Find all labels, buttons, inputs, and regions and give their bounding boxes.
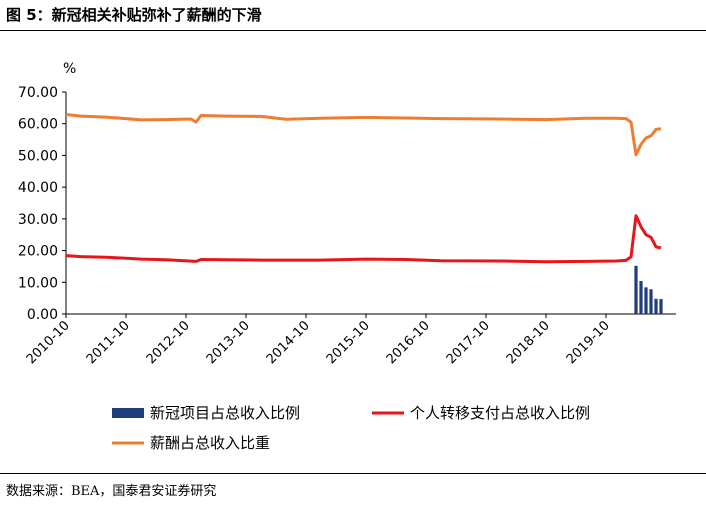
covid-bar-series	[634, 265, 663, 314]
source-note: 数据来源：BEA，国泰君安证券研究	[6, 484, 217, 499]
y-tick-label: 10.00	[18, 275, 58, 291]
x-tick-label: 2018-10	[504, 318, 553, 367]
legend-label: 薪酬占总收入比重	[150, 434, 270, 452]
y-tick-label: 60.00	[18, 117, 58, 133]
y-tick-label: 70.00	[18, 85, 58, 101]
legend-item-transfer: 个人转移支付占总收入比例	[372, 404, 590, 422]
covid-bar	[634, 265, 638, 314]
legend-item-covid: 新冠项目占总收入比例	[112, 404, 300, 422]
x-tick-label: 2014-10	[264, 318, 313, 367]
covid-bar	[644, 287, 648, 314]
x-tick-label: 2012-10	[144, 318, 193, 367]
x-tick-label: 2016-10	[384, 318, 433, 367]
x-tick-label: 2019-10	[564, 318, 613, 367]
legend-label: 个人转移支付占总收入比例	[410, 404, 590, 422]
y-tick-label: 40.00	[18, 180, 58, 196]
x-tick-label: 2011-10	[84, 318, 133, 367]
y-tick-label: 50.00	[18, 148, 58, 164]
covid-bar	[654, 298, 658, 314]
y-tick-label: 30.00	[18, 212, 58, 228]
y-tick-label: 20.00	[18, 244, 58, 260]
x-axis: 2010-10 2011-10 2012-10 2013-10 2014-10 2015-…	[24, 313, 676, 367]
legend-swatch-bar	[112, 408, 144, 418]
x-tick-label: 2017-10	[444, 318, 493, 367]
chart: % 70.00 60.00 50.00 40.00 30.00 20.00 10.00 0.0…	[18, 61, 676, 452]
figure-title: 图 5：新冠相关补贴弥补了薪酬的下滑	[6, 6, 262, 24]
y-tick-label: 0.00	[27, 307, 58, 323]
wage-line	[65, 113, 662, 157]
transfer-payment-line	[65, 214, 662, 264]
x-tick-label: 2015-10	[324, 318, 373, 367]
bottom-rule	[0, 473, 706, 474]
covid-bar	[649, 289, 653, 314]
covid-bar	[639, 281, 643, 314]
line-series	[65, 113, 662, 264]
top-rule	[0, 30, 706, 31]
y-axis: 70.00 60.00 50.00 40.00 30.00 20.00 10.00 0.00	[18, 85, 67, 323]
covid-bar	[659, 299, 663, 314]
x-tick-label: 2010-10	[24, 318, 73, 367]
x-tick-label: 2013-10	[204, 318, 253, 367]
legend-item-wage: 薪酬占总收入比重	[112, 434, 270, 452]
legend-label: 新冠项目占总收入比例	[150, 404, 300, 422]
y-axis-unit-label: %	[63, 61, 76, 77]
